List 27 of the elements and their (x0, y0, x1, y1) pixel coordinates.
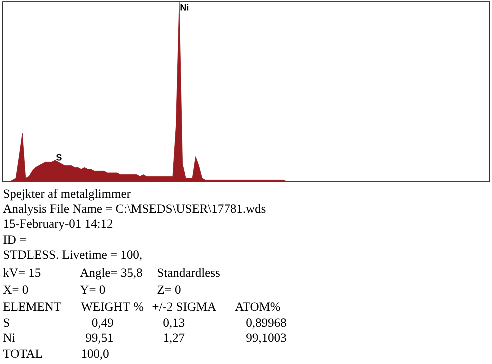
text: ATOM% (235, 302, 280, 312)
text: 0,13 (164, 318, 185, 329)
text: WEIGHT % (81, 302, 144, 312)
text: Y= 0 (80, 286, 106, 294)
text: Analysis File Name = C:\MSEDS\USER\17781.wds (3, 204, 266, 216)
text: 1,27 (164, 334, 185, 344)
text: Ni (4, 334, 16, 342)
text: X= 0 (3, 286, 28, 294)
text: Z= 0 (158, 286, 181, 294)
text: +/-2 SIGMA (152, 302, 216, 312)
text: 0,89968 (246, 318, 286, 329)
text: TOTAL (3, 350, 42, 358)
text: 15-February-01 14:12 (4, 219, 113, 231)
text: STDLESS. Livetime = 100, (4, 250, 142, 261)
text: ID = (4, 236, 26, 244)
text: 0,49 (92, 318, 114, 329)
annotation: Ni (180, 4, 189, 11)
text: ELEMENT (4, 302, 62, 311)
text: 99,1003 (246, 334, 286, 344)
text: S (4, 318, 10, 328)
text: 99,51 (86, 334, 114, 344)
text: Spejkter af metalglimmer (4, 189, 131, 201)
text: Standardless (158, 268, 220, 278)
text: Angle= 35,8 (80, 268, 142, 280)
annotation: S (56, 154, 62, 161)
text: 100,0 (82, 350, 109, 360)
text: kV= 15 (3, 268, 41, 278)
